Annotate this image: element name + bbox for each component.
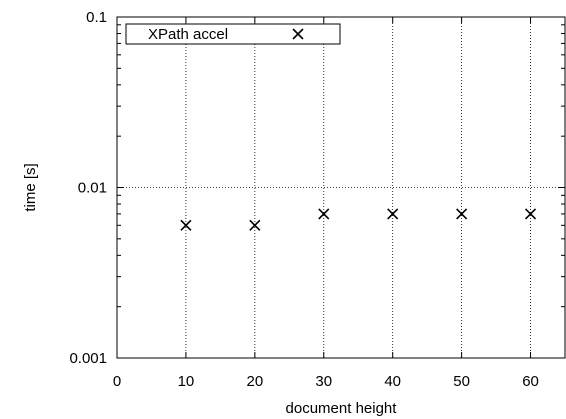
y-tick-label: 0.001 <box>69 350 107 367</box>
legend-label: XPath accel <box>148 26 228 43</box>
plot-frame <box>116 16 566 359</box>
plot-border <box>116 16 566 359</box>
data-point <box>180 219 192 231</box>
x-tick-label: 60 <box>522 373 539 390</box>
legend-box <box>125 23 341 45</box>
x-tick-label: 30 <box>315 373 332 390</box>
legend-marker <box>292 28 304 40</box>
data-points <box>180 208 537 231</box>
legend: XPath accel <box>125 23 341 45</box>
y-tick-label: 0.01 <box>78 180 107 197</box>
data-point <box>387 208 399 220</box>
data-point <box>318 208 330 220</box>
x-tick-label: 40 <box>384 373 401 390</box>
data-point <box>524 208 537 220</box>
data-point <box>249 219 261 231</box>
data-point <box>456 208 468 220</box>
axis-ticks: 0 10 20 30 40 50 60 0.001 0.01 0.1 <box>69 9 565 390</box>
y-tick-label: 0.1 <box>86 9 107 26</box>
x-tick-label: 50 <box>453 373 470 390</box>
grid-lines <box>117 17 565 358</box>
x-tick-label: 0 <box>113 373 121 390</box>
x-tick-label: 10 <box>178 373 195 390</box>
x-tick-label: 20 <box>247 373 264 390</box>
y-axis-label: time [s] <box>22 163 39 211</box>
x-axis-label: document height <box>286 400 398 417</box>
